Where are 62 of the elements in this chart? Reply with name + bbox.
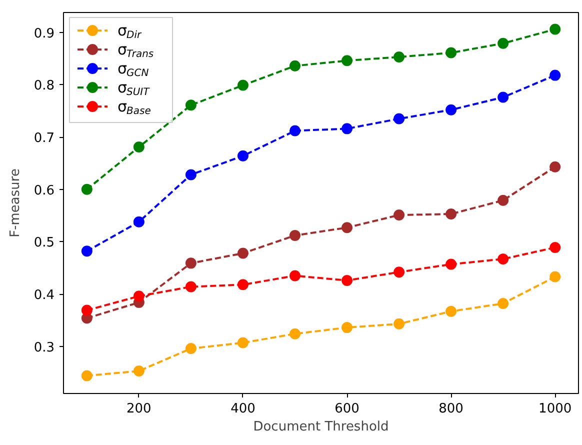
point	[394, 318, 405, 330]
point	[498, 92, 509, 103]
point	[446, 306, 457, 317]
y-tick-label: 0.6	[34, 183, 55, 198]
point	[133, 366, 144, 376]
point	[289, 60, 300, 72]
point	[289, 328, 300, 340]
point	[446, 47, 457, 58]
x-tick-label: 1000	[538, 402, 572, 416]
y-tick-label: 0.7	[34, 131, 55, 146]
point	[550, 271, 561, 282]
x-axis-title: Document Threshold	[253, 420, 389, 434]
point	[550, 242, 561, 253]
y-tick-label: 0.9	[34, 26, 55, 42]
point	[289, 230, 300, 241]
x-tick-label: 200	[126, 402, 152, 416]
point	[185, 281, 196, 292]
point	[342, 222, 353, 234]
x-tick-label: 800	[438, 402, 464, 416]
point	[289, 270, 300, 282]
y-tick-label: 0.3	[34, 340, 55, 356]
point	[550, 24, 561, 35]
point	[185, 100, 196, 111]
point	[289, 125, 300, 136]
y-tick-label: 0.4	[34, 288, 55, 304]
point	[81, 370, 92, 382]
point	[185, 169, 196, 180]
point	[446, 104, 457, 116]
point	[550, 161, 561, 172]
point	[237, 248, 248, 259]
point	[81, 246, 92, 257]
y-tick-label: 0.8	[34, 78, 55, 94]
point	[498, 298, 509, 309]
point	[133, 142, 144, 152]
point	[133, 216, 144, 228]
point	[394, 113, 405, 124]
y-tick-label: 0.5	[34, 236, 55, 251]
point	[394, 266, 405, 278]
point	[550, 70, 561, 81]
point	[237, 279, 248, 290]
y-axis-title: F-measure	[8, 168, 23, 238]
point	[498, 194, 509, 206]
point	[342, 55, 353, 66]
point	[446, 208, 457, 220]
point	[237, 80, 248, 91]
point	[133, 290, 144, 302]
point	[185, 258, 196, 269]
point	[342, 123, 353, 134]
point	[342, 322, 353, 334]
point	[394, 210, 405, 221]
point	[185, 343, 196, 354]
point	[81, 304, 92, 316]
point	[498, 254, 509, 264]
point	[237, 150, 248, 162]
point	[237, 337, 248, 348]
point	[446, 258, 457, 270]
point	[394, 51, 405, 62]
point	[498, 38, 509, 49]
x-tick-label: 400	[230, 402, 256, 416]
point	[342, 274, 353, 286]
x-tick-label: 600	[334, 402, 360, 416]
point	[81, 184, 92, 195]
